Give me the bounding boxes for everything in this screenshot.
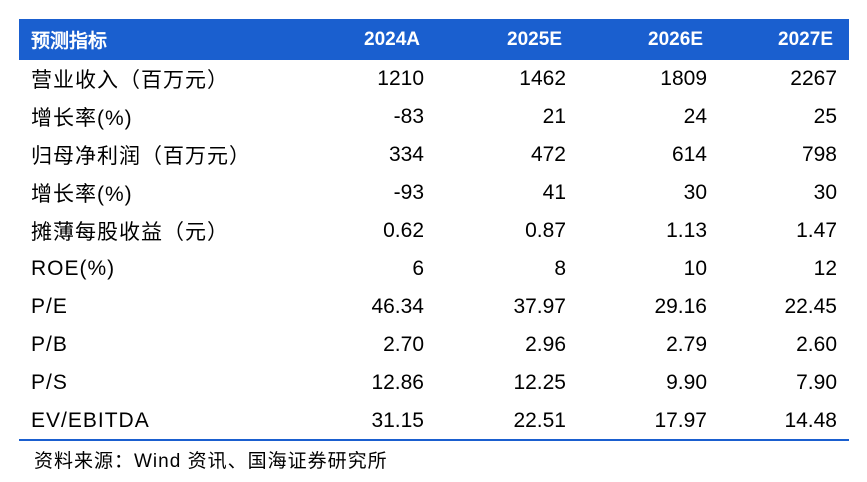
table-row: EV/EBITDA 31.15 22.51 17.97 14.48	[19, 402, 849, 441]
cell-value: 2.70	[383, 333, 424, 356]
header-2024a: 2024A	[364, 28, 420, 50]
cell-value: 12	[813, 257, 837, 280]
row-label: 增长率(%)	[31, 183, 133, 206]
row-label: 增长率(%)	[31, 107, 133, 130]
cell-value: -93	[393, 181, 424, 204]
cell-value: 0.62	[383, 219, 424, 242]
cell-value: 2267	[790, 67, 837, 90]
table-row: 增长率(%) -83 21 24 25	[19, 98, 849, 136]
cell-value: 30	[683, 181, 707, 204]
cell-value: -83	[393, 105, 424, 128]
cell-value: 8	[554, 257, 566, 280]
cell-value: 0.87	[525, 219, 566, 242]
cell-value: 12.86	[371, 371, 424, 394]
source-note: 资料来源：Wind 资讯、国海证券研究所	[34, 451, 388, 472]
cell-value: 7.90	[796, 371, 837, 394]
cell-value: 6	[412, 257, 424, 280]
row-label: P/S	[31, 371, 68, 394]
cell-value: 12.25	[513, 371, 566, 394]
forecast-table: 预测指标 2024A 2025E 2026E 2027E 营业收入（百万元） 1…	[19, 19, 849, 441]
cell-value: 21	[542, 105, 566, 128]
cell-value: 1210	[377, 67, 424, 90]
cell-value: 2.60	[796, 333, 837, 356]
forecast-table-container: 预测指标 2024A 2025E 2026E 2027E 营业收入（百万元） 1…	[19, 19, 849, 441]
cell-value: 1462	[519, 67, 566, 90]
cell-value: 30	[813, 181, 837, 204]
header-2026e: 2026E	[648, 28, 703, 50]
row-label: 摊薄每股收益（元）	[31, 221, 229, 244]
cell-value: 614	[671, 143, 707, 166]
cell-value: 24	[683, 105, 707, 128]
cell-value: 22.45	[784, 295, 837, 318]
cell-value: 17.97	[578, 402, 719, 441]
table-row: P/B 2.70 2.96 2.79 2.60	[19, 326, 849, 364]
table-row: 营业收入（百万元） 1210 1462 1809 2267	[19, 60, 849, 98]
cell-value: 472	[530, 143, 566, 166]
cell-value: 29.16	[654, 295, 707, 318]
header-2025e: 2025E	[507, 28, 562, 50]
row-label: EV/EBITDA	[19, 402, 282, 441]
cell-value: 9.90	[666, 371, 707, 394]
row-label: 营业收入（百万元）	[31, 69, 229, 92]
cell-value: 1809	[660, 67, 707, 90]
table-row: P/E 46.34 37.97 29.16 22.45	[19, 288, 849, 326]
row-label: P/B	[31, 333, 68, 356]
row-label: 归母净利润（百万元）	[31, 145, 251, 168]
cell-value: 2.79	[666, 333, 707, 356]
cell-value: 334	[388, 143, 424, 166]
header-metric: 预测指标	[31, 31, 108, 52]
table-row: ROE(%) 6 8 10 12	[19, 250, 849, 288]
table-row: 归母净利润（百万元） 334 472 614 798	[19, 136, 849, 174]
cell-value: 2.96	[525, 333, 566, 356]
header-2027e: 2027E	[778, 28, 833, 50]
cell-value: 22.51	[436, 402, 578, 441]
cell-value: 25	[813, 105, 837, 128]
cell-value: 41	[542, 181, 566, 204]
cell-value: 14.48	[719, 402, 849, 441]
cell-value: 798	[801, 143, 837, 166]
cell-value: 1.13	[666, 219, 707, 242]
cell-value: 31.15	[282, 402, 436, 441]
cell-value: 1.47	[796, 219, 837, 242]
cell-value: 10	[683, 257, 707, 280]
table-row: 增长率(%) -93 41 30 30	[19, 174, 849, 212]
cell-value: 37.97	[513, 295, 566, 318]
row-label: ROE(%)	[31, 257, 116, 280]
table-row: P/S 12.86 12.25 9.90 7.90	[19, 364, 849, 402]
table-header-row: 预测指标 2024A 2025E 2026E 2027E	[19, 19, 849, 60]
cell-value: 46.34	[371, 295, 424, 318]
row-label: P/E	[31, 295, 68, 318]
table-row: 摊薄每股收益（元） 0.62 0.87 1.13 1.47	[19, 212, 849, 250]
